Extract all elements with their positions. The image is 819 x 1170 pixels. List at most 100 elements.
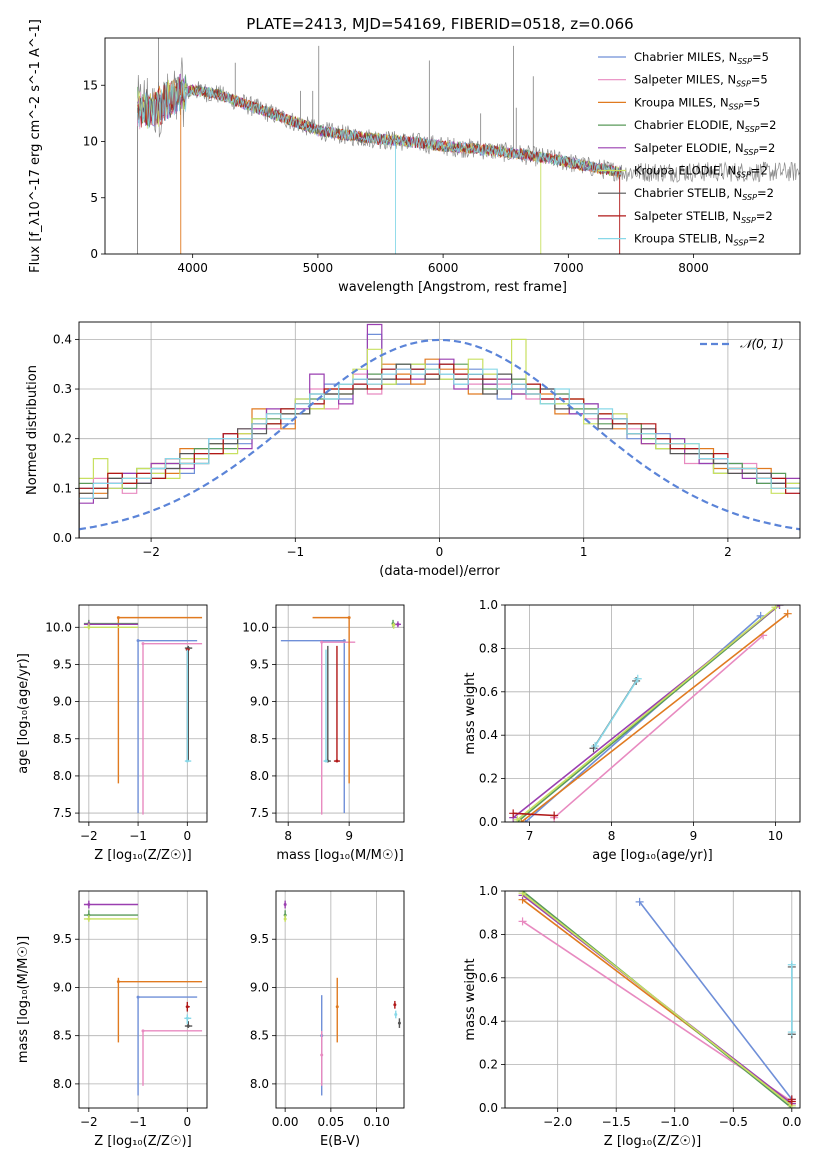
panel-mass_weight_vs_age: 7 8 9 10 0.0 0.2 0.4 0.6 0.8 1.0 age [log₁₀(age/yr… [463, 598, 801, 863]
series-marker [775, 605, 784, 609]
y-tick-label: 9.0 [53, 695, 72, 709]
data-point [347, 616, 351, 620]
data-point [136, 995, 140, 999]
data-point [393, 1003, 397, 1007]
plot-area [79, 323, 800, 538]
x-tick-label: −1 [286, 545, 304, 559]
y-tick-label: 0.8 [479, 927, 498, 941]
y-tick-label: 10 [83, 135, 98, 149]
x-tick-label: 10 [768, 829, 783, 843]
series-line [516, 605, 781, 822]
panel-mass_weight_vs_Z: −2.0 −1.5 −1.0 −0.5 0.0 0.0 0.2 0.4 0.6 0.8 1.0 Z [… [463, 884, 801, 1149]
data-point [136, 639, 140, 643]
x-tick-label: 0 [183, 829, 191, 843]
y-tick-label: 0.4 [53, 332, 72, 346]
y-tick-label: 9.5 [250, 932, 269, 946]
data-point [185, 1005, 189, 1009]
data-point [283, 917, 287, 921]
x-tick-label: −1 [129, 1115, 147, 1129]
y-tick-label: 0.0 [479, 1101, 498, 1115]
legend-entry: Kroupa STELIB, NSSP=2 [634, 232, 765, 248]
x-tick-label: 8 [284, 829, 292, 843]
y-tick-label: 0.6 [479, 971, 498, 985]
series-line [594, 678, 639, 747]
model-spectrum-line [137, 77, 622, 177]
series-line [638, 901, 793, 1100]
normal-distribution-curve [79, 338, 800, 531]
plot-area [518, 891, 796, 1108]
y-tick-label: 5 [90, 191, 98, 205]
y-tick-label: 8.0 [250, 1077, 269, 1091]
y-tick-label: 0.1 [53, 481, 72, 495]
series-line [553, 634, 764, 819]
x-tick-label: 9 [345, 829, 353, 843]
data-point [141, 642, 145, 646]
series-marker [591, 742, 600, 751]
x-tick-label: −1 [129, 829, 147, 843]
data-point [87, 917, 91, 921]
histogram-series [79, 368, 800, 538]
axes-frame [78, 890, 208, 1109]
data-point [324, 759, 328, 763]
y-tick-label: 8.5 [53, 732, 72, 746]
x-tick-label: −1.5 [602, 1115, 631, 1129]
axes-frame [275, 890, 405, 1109]
y-tick-label: 1.0 [479, 884, 498, 898]
x-tick-label: −1.0 [660, 1115, 689, 1129]
grid [79, 322, 800, 539]
data-point [283, 903, 287, 907]
legend-entry: Salpeter ELODIE, NSSP=2 [634, 141, 775, 157]
legend: Chabrier MILES, NSSP=5 Salpeter MILES, NS… [598, 50, 776, 248]
x-axis-label: E(B-V) [320, 1134, 360, 1149]
y-axis-label: mass weight [463, 672, 478, 754]
legend-entry: Salpeter STELIB, NSSP=2 [634, 209, 773, 225]
x-axis-label: mass [log₁₀(M/M☉)] [276, 848, 403, 863]
y-tick-label: 15 [83, 78, 98, 92]
axes-frame [275, 604, 405, 823]
data-point [396, 622, 400, 626]
x-tick-label: 0.0 [782, 1115, 801, 1129]
panel-age_vs_mass: 8 9 7.5 8.0 8.5 9.0 9.5 10.0 mass [log₁₀(M/M☉)] [242, 604, 405, 863]
y-tick-label: 0 [90, 247, 98, 261]
figure-title: PLATE=2413, MJD=54169, FIBERID=0518, z=0… [246, 15, 633, 33]
y-tick-label: 8.5 [250, 732, 269, 746]
x-tick-label: −2.0 [543, 1115, 572, 1129]
y-tick-label: 9.5 [250, 657, 269, 671]
x-tick-label: 0 [436, 545, 444, 559]
x-tick-label: 0.00 [272, 1115, 299, 1129]
x-tick-label: 5000 [303, 261, 334, 275]
x-tick-label: 0 [183, 1115, 191, 1129]
x-tick-label: 0.10 [363, 1115, 390, 1129]
series-marker [550, 811, 559, 820]
series-marker [787, 960, 796, 969]
y-axis-label: age [log₁₀(age/yr)] [16, 653, 31, 774]
x-tick-label: 6000 [428, 261, 459, 275]
data-point [186, 1024, 190, 1028]
y-tick-label: 0.4 [479, 1014, 498, 1028]
data-point [342, 639, 346, 643]
legend-entry: Kroupa MILES, NSSP=5 [634, 95, 760, 111]
grid [276, 605, 404, 822]
y-tick-label: 7.5 [250, 806, 269, 820]
data-point [141, 1029, 145, 1033]
x-tick-label: 7000 [553, 261, 584, 275]
data-point [394, 1012, 398, 1016]
data-point [320, 1053, 324, 1057]
x-tick-label: −2 [80, 1115, 98, 1129]
y-tick-label: 0.6 [479, 685, 498, 699]
y-tick-label: 0.2 [479, 772, 498, 786]
y-tick-label: 0.2 [53, 432, 72, 446]
y-tick-label: 9.0 [53, 980, 72, 994]
data-point [392, 623, 396, 627]
series-line [513, 812, 555, 817]
y-tick-label: 10.0 [242, 620, 269, 634]
data-point [116, 616, 120, 620]
y-tick-label: 0.0 [479, 815, 498, 829]
x-axis-label: age [log₁₀(age/yr)] [592, 848, 713, 863]
plot-area [137, 38, 800, 254]
series-line [516, 606, 776, 821]
axes-frame [78, 321, 801, 539]
y-tick-label: 0.0 [53, 531, 72, 545]
y-tick-label: 8.0 [53, 1077, 72, 1091]
x-tick-label: 2 [724, 545, 732, 559]
